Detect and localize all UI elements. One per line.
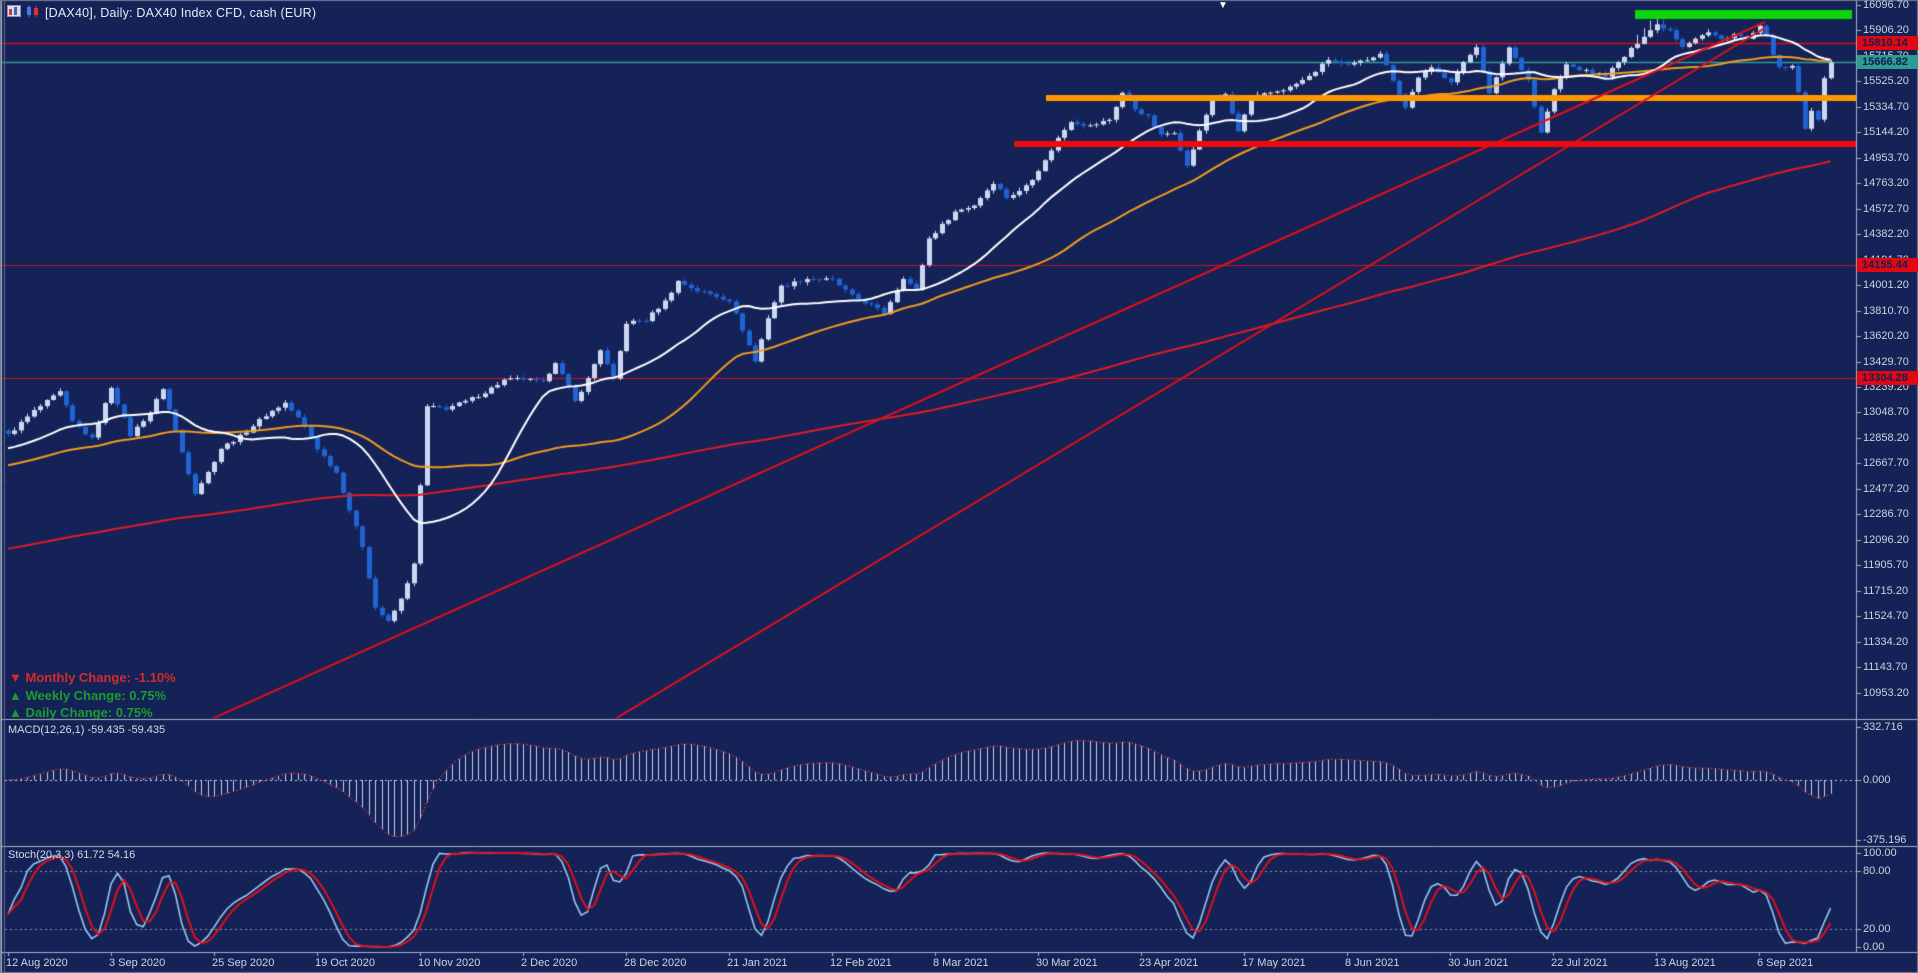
indicator-axis-label: 100.00 xyxy=(1863,847,1897,859)
indicator-axis-label: 20.00 xyxy=(1863,923,1891,935)
price-axis-label: 10953.20 xyxy=(1863,686,1909,699)
price-line-tag: 14155.44 xyxy=(1857,257,1918,272)
change-annotation-row: ▲ Daily Change: 0.75% xyxy=(9,704,176,722)
price-axis-label: 13429.70 xyxy=(1863,355,1909,368)
price-axis-label: 12286.70 xyxy=(1863,508,1909,521)
change-annotation-text: Weekly Change: 0.75% xyxy=(21,687,167,703)
price-line-tag: 15666.82 xyxy=(1857,55,1918,70)
price-axis-label: 14572.70 xyxy=(1863,202,1909,215)
date-axis-label: 8 Jun 2021 xyxy=(1345,957,1400,969)
price-axis-label: 15906.20 xyxy=(1863,24,1909,37)
indicator-axis-label: 0.000 xyxy=(1863,774,1891,786)
price-axis-label: 15525.20 xyxy=(1863,75,1909,88)
price-axis-label: 12858.20 xyxy=(1863,431,1909,444)
indicator-axis-label: 0.00 xyxy=(1863,941,1885,953)
price-axis-label: 13048.70 xyxy=(1863,406,1909,419)
price-axis-label: 11524.70 xyxy=(1863,610,1909,623)
scroll-marker-icon[interactable]: ▼ xyxy=(1218,0,1228,11)
price-axis-label: 14001.20 xyxy=(1863,279,1909,292)
chart-window-icon xyxy=(7,4,21,22)
date-axis-label: 30 Mar 2021 xyxy=(1036,957,1098,969)
date-axis-label: 8 Mar 2021 xyxy=(933,957,989,969)
price-axis-label: 11143.70 xyxy=(1863,661,1908,674)
date-axis-label: 12 Feb 2021 xyxy=(830,957,892,969)
stoch-panel-label: Stoch(20,3,3) 61.72 54.16 xyxy=(8,849,136,861)
change-annotation-row: ▼ Monthly Change: -1.10% xyxy=(9,669,176,687)
date-axis-label: 12 Aug 2020 xyxy=(6,957,68,969)
price-axis-label: 12667.70 xyxy=(1863,457,1909,470)
date-axis-label: 6 Sep 2021 xyxy=(1757,957,1814,969)
price-axis-label: 14382.20 xyxy=(1863,228,1909,241)
change-annotation-row: ▲ Weekly Change: 0.75% xyxy=(9,687,176,705)
indicator-axis-label: -375.196 xyxy=(1863,834,1907,846)
date-axis-label: 22 Jul 2021 xyxy=(1551,957,1608,969)
down-triangle-icon: ▼ xyxy=(9,670,22,685)
up-triangle-icon: ▲ xyxy=(9,705,22,720)
date-axis-label: 25 Sep 2020 xyxy=(212,957,275,969)
candles-icon xyxy=(26,4,40,22)
date-axis-label: 28 Dec 2020 xyxy=(624,957,687,969)
price-axis-label: 15144.20 xyxy=(1863,126,1909,139)
change-annotations: ▼ Monthly Change: -1.10% ▲ Weekly Change:… xyxy=(9,669,176,722)
price-axis-label: 11334.20 xyxy=(1863,635,1909,648)
price-axis-label: 11905.70 xyxy=(1863,559,1909,572)
macd-panel-label: MACD(12,26,1) -59.435 -59.435 xyxy=(8,724,166,736)
price-axis-label: 16096.70 xyxy=(1863,0,1909,11)
date-axis-label: 10 Nov 2020 xyxy=(418,957,481,969)
up-triangle-icon: ▲ xyxy=(9,687,22,703)
change-annotation-text: Monthly Change: -1.10% xyxy=(21,670,176,685)
price-axis-label: 12096.20 xyxy=(1863,533,1909,546)
date-axis-label: 2 Dec 2020 xyxy=(521,957,578,969)
price-axis-label: 11715.20 xyxy=(1863,584,1909,597)
date-axis-label: 19 Oct 2020 xyxy=(315,957,375,969)
date-axis-label: 30 Jun 2021 xyxy=(1448,957,1509,969)
price-line-tag: 13304.28 xyxy=(1857,371,1918,386)
change-annotation-text: Daily Change: 0.75% xyxy=(21,705,153,720)
price-axis-label: 13620.20 xyxy=(1863,330,1909,343)
date-axis-label: 21 Jan 2021 xyxy=(727,957,788,969)
price-axis-label: 13810.70 xyxy=(1863,304,1909,317)
date-axis-label: 13 Aug 2021 xyxy=(1654,957,1716,969)
indicator-axis-label: 80.00 xyxy=(1863,865,1891,877)
chart-title-bar: [DAX40], Daily: DAX40 Index CFD, cash (E… xyxy=(7,4,316,22)
date-axis-label: 17 May 2021 xyxy=(1242,957,1306,969)
price-axis-label: 14763.20 xyxy=(1863,177,1909,190)
price-line-tag: 15810.14 xyxy=(1857,36,1918,51)
chart-title: [DAX40], Daily: DAX40 Index CFD, cash (E… xyxy=(45,6,317,20)
date-axis-label: 23 Apr 2021 xyxy=(1139,957,1199,969)
price-axis-label: 12477.20 xyxy=(1863,482,1909,495)
date-axis-label: 3 Sep 2020 xyxy=(109,957,166,969)
indicator-axis-label: 332.716 xyxy=(1863,721,1903,733)
price-axis-label: 15334.70 xyxy=(1863,100,1909,113)
price-axis-label: 14953.70 xyxy=(1863,151,1909,164)
